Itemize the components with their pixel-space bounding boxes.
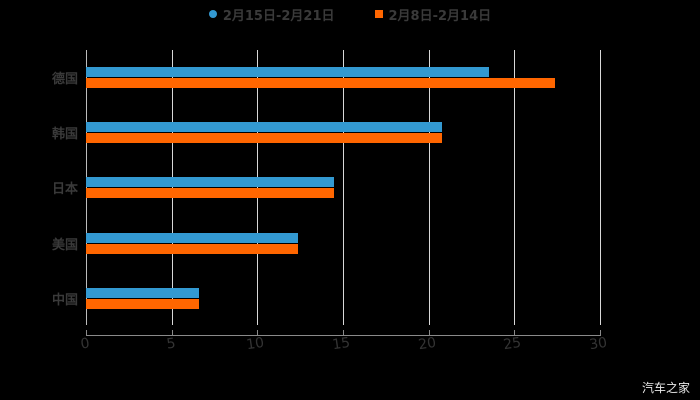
x-tick-label: 20 bbox=[416, 334, 437, 354]
gridline bbox=[86, 50, 87, 325]
gridline bbox=[428, 50, 430, 325]
gridline bbox=[343, 50, 344, 325]
x-tick-label: 30 bbox=[588, 334, 609, 354]
x-tick-label: 0 bbox=[79, 335, 91, 353]
bar-series-b[interactable] bbox=[86, 133, 443, 143]
gridline bbox=[257, 50, 259, 325]
bar-series-b[interactable] bbox=[86, 299, 200, 309]
x-tick-label: 10 bbox=[245, 334, 266, 354]
x-tick-label: 15 bbox=[331, 334, 352, 354]
x-axis-tick bbox=[428, 330, 430, 336]
x-axis-tick bbox=[257, 330, 259, 336]
y-category-label: 日本 bbox=[51, 182, 78, 197]
x-axis-tick bbox=[600, 330, 601, 336]
legend-label-series-a: 2月15日-2月21日 bbox=[222, 8, 335, 24]
x-axis-tick bbox=[343, 330, 344, 336]
x-axis-tick bbox=[171, 330, 173, 336]
y-category-label: 美国 bbox=[51, 238, 78, 253]
y-category-label: 德国 bbox=[51, 72, 78, 87]
bar-series-a[interactable] bbox=[86, 177, 335, 187]
legend-item-series-a[interactable]: 2月15日-2月21日 bbox=[208, 5, 335, 24]
bar-series-a[interactable] bbox=[86, 233, 299, 243]
bar-series-b[interactable] bbox=[86, 244, 299, 254]
legend-label-series-b: 2月8日-2月14日 bbox=[388, 8, 492, 24]
y-category-label: 韩国 bbox=[51, 127, 78, 142]
legend-swatch-blue-icon bbox=[208, 10, 217, 18]
gridline bbox=[171, 50, 173, 325]
x-axis-tick bbox=[514, 330, 516, 336]
bar-series-a[interactable] bbox=[86, 288, 200, 298]
legend-swatch-orange-icon bbox=[374, 10, 383, 18]
x-tick-label: 5 bbox=[165, 335, 177, 353]
gridline bbox=[514, 50, 516, 325]
y-category-label: 中国 bbox=[51, 293, 78, 308]
x-axis-tick bbox=[86, 330, 87, 336]
plot-area bbox=[86, 50, 601, 325]
legend-item-series-b[interactable]: 2月8日-2月14日 bbox=[374, 5, 492, 24]
x-tick-label: 25 bbox=[502, 334, 523, 354]
watermark: 汽车之家 bbox=[641, 381, 690, 395]
chart-legend: 2月15日-2月21日 2月8日-2月14日 bbox=[0, 4, 700, 24]
bar-series-a[interactable] bbox=[86, 67, 489, 77]
bar-series-b[interactable] bbox=[86, 188, 335, 198]
gridline bbox=[600, 50, 601, 325]
bar-series-b[interactable] bbox=[86, 78, 556, 88]
bar-series-a[interactable] bbox=[86, 122, 443, 132]
